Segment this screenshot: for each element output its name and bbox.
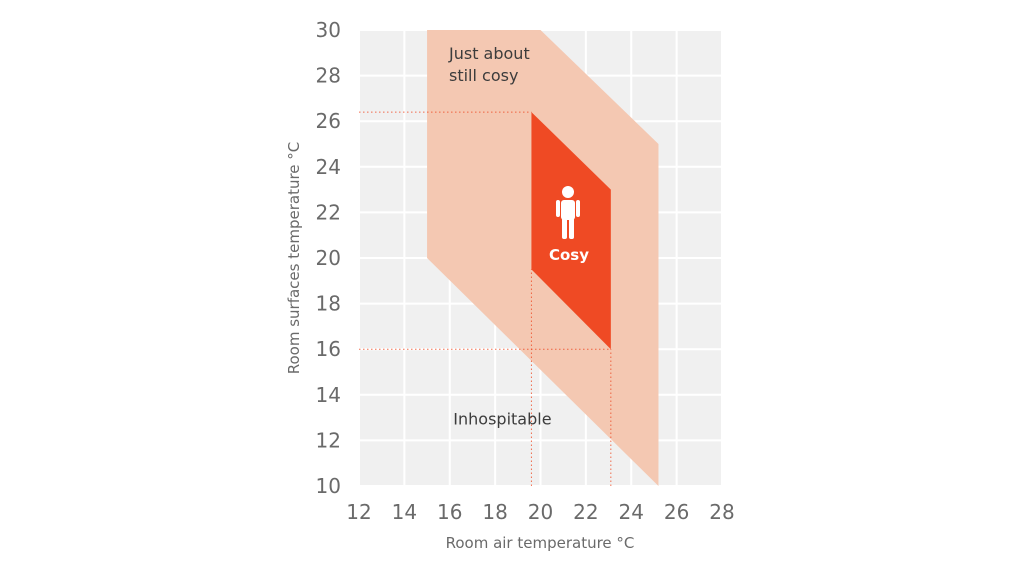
region-label-line: still cosy [449, 66, 518, 85]
y-axis-label: Room surfaces temperature °C [285, 142, 303, 375]
x-tick-label: 22 [573, 500, 598, 524]
x-tick-label: 18 [482, 500, 507, 524]
y-tick-label: 26 [316, 109, 341, 133]
x-tick-label: 14 [392, 500, 417, 524]
y-tick-label: 12 [316, 428, 341, 452]
x-tick-label: 26 [664, 500, 689, 524]
y-tick-label: 24 [316, 155, 341, 179]
icon-torso [561, 200, 575, 220]
person-icon [556, 186, 580, 239]
x-tick-label: 24 [619, 500, 644, 524]
x-tick-label: 20 [528, 500, 553, 524]
icon-arm-right [576, 200, 580, 217]
x-tick-label: 28 [709, 500, 734, 524]
x-tick-label: 16 [437, 500, 462, 524]
y-tick-label: 14 [316, 383, 341, 407]
region-label-just-about-still-cosy: Just about still cosy [448, 44, 530, 85]
icon-head [562, 186, 574, 198]
y-tick-label: 28 [316, 64, 341, 88]
y-tick-label: 30 [316, 18, 341, 42]
reference-lines [359, 111, 612, 486]
annotation-inhospitable: Inhospitable [453, 410, 551, 429]
region-label-cosy: Cosy [549, 246, 589, 264]
region-labels: Just about still cosy Cosy Inhospitable [448, 44, 589, 429]
x-tick-label: 12 [346, 500, 371, 524]
region-label-line: Just about [448, 44, 530, 63]
x-tick-labels: 12 14 16 18 20 22 24 26 28 [346, 500, 734, 524]
y-tick-label: 22 [316, 200, 341, 224]
x-axis-label: Room air temperature °C [446, 534, 635, 552]
y-tick-label: 10 [316, 474, 341, 498]
y-tick-label: 20 [316, 246, 341, 270]
icon-leg-left [562, 218, 567, 239]
y-tick-label: 18 [316, 292, 341, 316]
icon-leg-right [569, 218, 574, 239]
y-tick-labels: 10 12 14 16 18 20 22 24 26 28 30 [316, 18, 341, 498]
icon-arm-left [556, 200, 560, 217]
y-tick-label: 16 [316, 337, 341, 361]
